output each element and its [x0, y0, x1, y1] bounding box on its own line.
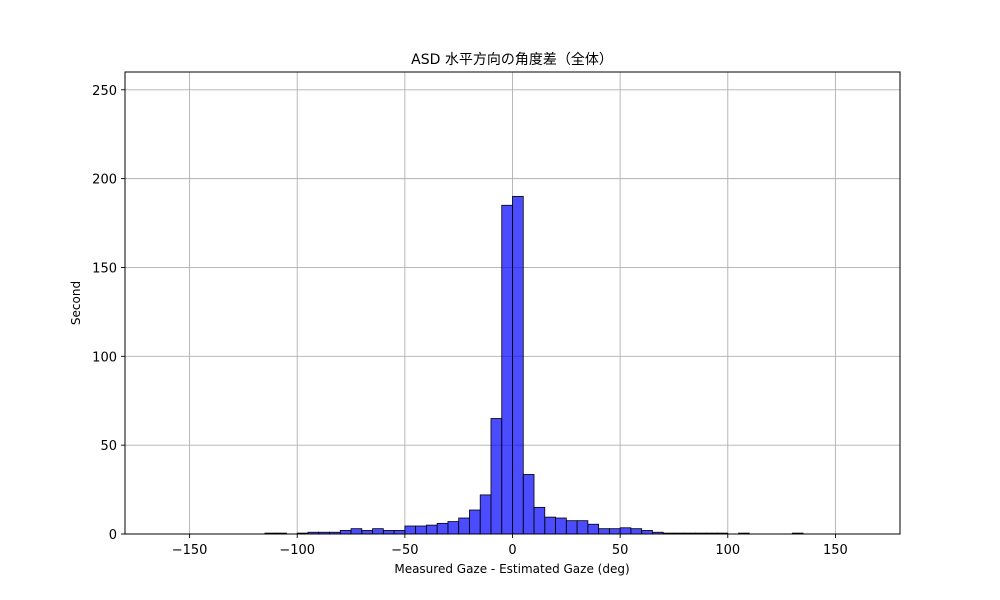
histogram-bar-25: [544, 516, 556, 535]
histogram-bar-28: [576, 520, 589, 535]
histogram-bar-24: [533, 506, 546, 535]
x-tick-label-3: 0: [508, 543, 516, 558]
y-axis-label: Second: [69, 281, 83, 325]
histogram-bar-11: [393, 530, 406, 535]
x-tick-label-4: 50: [612, 543, 629, 558]
y-tick-label-3: 150: [92, 261, 117, 276]
histogram-bar-22: [512, 195, 524, 535]
histogram-bar-33: [630, 528, 643, 535]
x-tick-label-2: −50: [391, 543, 418, 558]
y-tick-label-5: 250: [92, 84, 117, 99]
histogram-bar-34: [641, 530, 653, 535]
histogram-bar-7: [350, 528, 363, 535]
x-tick-label-5: 100: [715, 543, 740, 558]
histogram-bar-17: [458, 517, 470, 535]
histogram-bar-16: [447, 521, 460, 535]
histogram-bar-6: [339, 530, 352, 535]
y-tick-label-4: 200: [92, 173, 117, 188]
x-tick-label-6: 150: [823, 543, 848, 558]
ticks-layer: −150 −100 −50 0 50 100 150 0 50 100 150 200 250: [92, 84, 848, 558]
chart-title: ASD 水平方向の角度差（全体）: [411, 51, 613, 68]
x-axis-label: Measured Gaze - Estimated Gaze (deg): [394, 562, 629, 576]
histogram-bar-20: [490, 418, 503, 535]
y-tick-label-2: 100: [92, 350, 117, 365]
histogram-bar-10: [382, 530, 395, 535]
histogram-bar-15: [436, 522, 449, 535]
histogram-bar-21: [501, 204, 513, 535]
x-tick-label-0: −150: [172, 543, 208, 558]
x-tick-label-1: −100: [279, 543, 315, 558]
y-tick-label-1: 50: [100, 439, 117, 454]
histogram-bar-26: [555, 517, 567, 535]
histogram-bar-27: [565, 520, 578, 535]
bars-layer: [264, 195, 804, 535]
histogram-bar-29: [587, 523, 600, 535]
histogram-bar-19: [479, 494, 492, 535]
histogram-bar-14: [425, 524, 438, 535]
y-tick-label-0: 0: [109, 528, 117, 543]
histogram-bar-9: [372, 528, 384, 535]
histogram-bar-8: [361, 530, 373, 535]
histogram-bar-31: [608, 528, 621, 535]
histogram-bar-23: [522, 474, 535, 535]
histogram-bar-13: [415, 525, 427, 535]
histogram-bar-30: [598, 528, 610, 535]
histogram-bar-32: [619, 527, 632, 535]
histogram-bar-18: [469, 509, 481, 535]
histogram-bar-12: [404, 525, 417, 535]
